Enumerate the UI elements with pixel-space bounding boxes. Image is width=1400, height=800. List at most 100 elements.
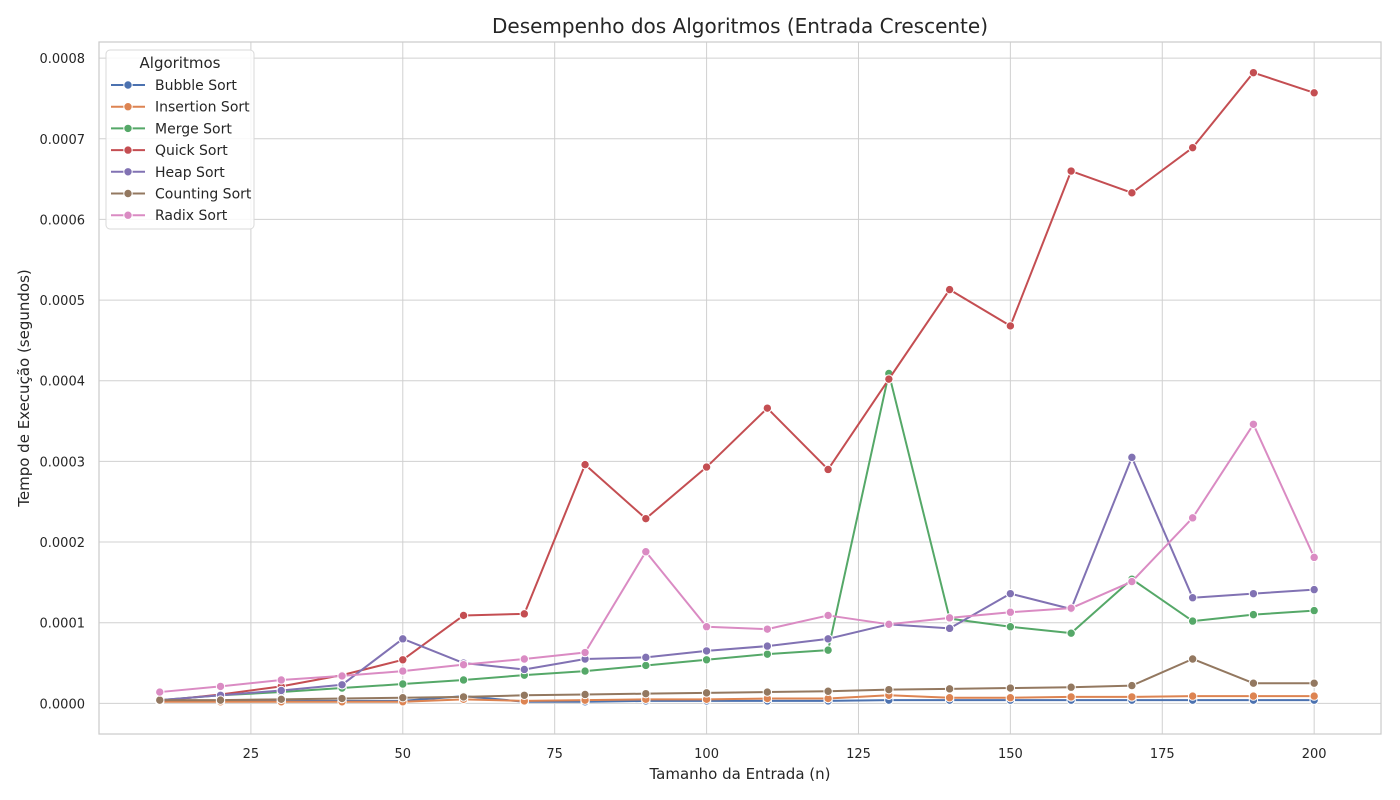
- legend-item: Bubble Sort: [111, 78, 237, 94]
- data-point-counting-sort: [762, 687, 773, 697]
- series-radix-sort: [155, 419, 1319, 697]
- data-point-counting-sort: [1127, 680, 1137, 691]
- data-point-merge-sort: [580, 666, 590, 676]
- y-tick-label: 0.0002: [40, 536, 86, 551]
- series-heap-sort: [155, 452, 1319, 705]
- x-axis-label: Tamanho da Entrada (n): [648, 765, 830, 783]
- data-point-merge-sort: [641, 660, 651, 671]
- data-point-heap-sort: [1005, 588, 1016, 599]
- data-point-insertion-sort: [1005, 693, 1016, 703]
- data-point-radix-sort: [458, 659, 469, 670]
- legend-label: Counting Sort: [155, 187, 252, 203]
- data-point-merge-sort: [1248, 609, 1259, 620]
- x-tick-label: 25: [243, 747, 260, 762]
- data-point-radix-sort: [1309, 552, 1319, 563]
- series-layer: [155, 67, 1319, 707]
- data-point-heap-sort: [276, 685, 286, 696]
- y-tick-label: 0.0006: [40, 213, 86, 228]
- tick-labels: 25 50 75 100 125 150 175 200 0.0000 0.0001 0.0002 0…: [40, 52, 1327, 762]
- data-point-radix-sort: [823, 610, 833, 621]
- data-point-counting-sort: [1309, 678, 1319, 688]
- y-tick-label: 0.0007: [40, 133, 86, 148]
- series-line-insertion-sort: [159, 694, 1315, 703]
- x-tick-label: 75: [546, 747, 563, 762]
- series-merge-sort: [155, 368, 1319, 705]
- data-point-counting-sort: [641, 688, 651, 699]
- data-point-insertion-sort: [1187, 691, 1198, 701]
- data-point-heap-sort: [944, 623, 955, 634]
- data-point-counting-sort: [155, 695, 165, 705]
- data-point-merge-sort: [762, 649, 773, 659]
- legend-item: Radix Sort: [111, 208, 228, 224]
- legend-marker: [123, 80, 133, 90]
- series-line-counting-sort: [159, 657, 1315, 702]
- legend-label: Merge Sort: [155, 121, 232, 137]
- series-counting-sort: [155, 654, 1319, 705]
- data-point-quick-sort: [701, 462, 712, 472]
- data-point-merge-sort: [823, 645, 833, 655]
- data-point-insertion-sort: [944, 693, 955, 703]
- data-point-heap-sort: [1127, 452, 1137, 463]
- data-point-quick-sort: [1066, 166, 1076, 176]
- legend-frame: [105, 49, 255, 230]
- legend-item: Merge Sort: [111, 121, 232, 137]
- data-point-quick-sort: [1127, 188, 1137, 198]
- data-point-insertion-sort: [1127, 692, 1137, 702]
- chart-title: Desempenho dos Algoritmos (Entrada Cresc…: [492, 14, 988, 38]
- legend-marker: [123, 145, 133, 155]
- data-point-radix-sort: [944, 613, 955, 623]
- x-tick-label: 100: [694, 747, 719, 762]
- legend-marker: [123, 102, 133, 112]
- series-line-merge-sort: [159, 372, 1315, 702]
- legend-label: Insertion Sort: [155, 100, 250, 116]
- data-point-insertion-sort: [1066, 692, 1076, 702]
- data-point-radix-sort: [701, 622, 712, 632]
- data-point-quick-sort: [944, 284, 955, 295]
- data-point-radix-sort: [580, 647, 590, 658]
- x-tick-label: 175: [1150, 747, 1175, 762]
- data-point-counting-sort: [1248, 678, 1259, 688]
- legend-item: Quick Sort: [111, 143, 228, 159]
- legend: Algoritmos Bubble Sort Insertion Sort Merg…: [105, 49, 255, 230]
- legend-label: Bubble Sort: [155, 78, 237, 94]
- data-point-merge-sort: [458, 675, 469, 685]
- series-line-radix-sort: [159, 423, 1316, 694]
- data-point-radix-sort: [1248, 419, 1259, 429]
- data-point-radix-sort: [276, 675, 286, 685]
- data-point-quick-sort: [1309, 88, 1319, 98]
- data-point-quick-sort: [580, 459, 590, 470]
- data-point-counting-sort: [580, 689, 590, 700]
- data-point-counting-sort: [458, 692, 469, 702]
- x-tick-label: 200: [1302, 747, 1327, 762]
- x-tick-label: 125: [846, 747, 871, 762]
- legend-label: Radix Sort: [155, 208, 228, 224]
- data-point-counting-sort: [1005, 683, 1016, 693]
- data-point-quick-sort: [458, 610, 469, 621]
- legend-marker: [123, 167, 133, 177]
- data-point-merge-sort: [1066, 628, 1076, 638]
- data-point-heap-sort: [1187, 592, 1198, 603]
- data-point-merge-sort: [1187, 616, 1198, 626]
- data-point-counting-sort: [276, 694, 286, 705]
- data-point-merge-sort: [701, 655, 712, 665]
- data-point-radix-sort: [884, 619, 894, 630]
- y-tick-label: 0.0000: [40, 697, 86, 712]
- data-point-insertion-sort: [1248, 691, 1259, 701]
- legend-item: Heap Sort: [111, 165, 225, 181]
- y-tick-label: 0.0004: [40, 375, 86, 390]
- data-point-counting-sort: [519, 690, 530, 700]
- legend-marker: [123, 210, 133, 220]
- data-point-quick-sort: [1248, 67, 1259, 78]
- data-point-quick-sort: [762, 403, 773, 413]
- data-point-heap-sort: [823, 634, 833, 644]
- data-point-radix-sort: [398, 666, 408, 676]
- x-tick-label: 150: [998, 747, 1023, 762]
- data-point-merge-sort: [1005, 622, 1016, 632]
- data-point-counting-sort: [1187, 654, 1198, 664]
- data-point-heap-sort: [1248, 588, 1259, 599]
- data-point-counting-sort: [337, 693, 347, 704]
- data-point-quick-sort: [398, 655, 408, 665]
- grid-lines: [99, 42, 1381, 734]
- y-tick-label: 0.0001: [40, 617, 86, 632]
